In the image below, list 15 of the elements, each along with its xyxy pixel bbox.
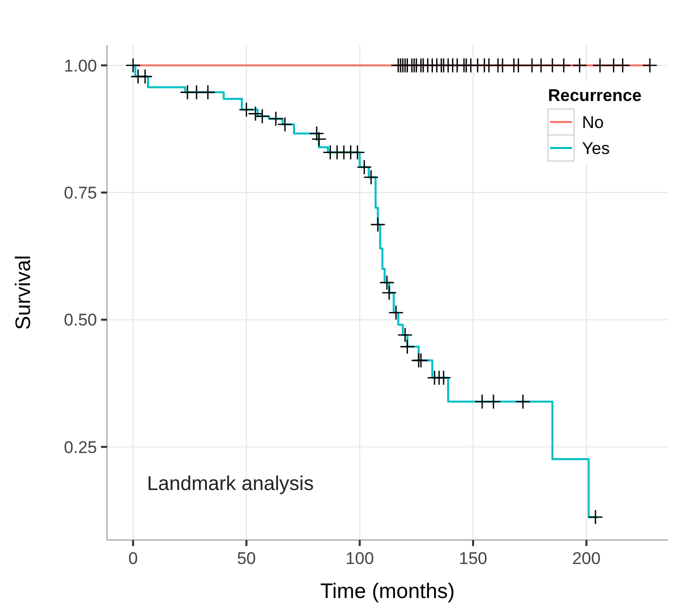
- y-tick-label: 1.00: [64, 56, 97, 76]
- x-axis-title: Time (months): [320, 580, 455, 603]
- y-tick-label: 0.25: [64, 438, 97, 457]
- x-tick-label: 100: [346, 549, 374, 568]
- x-tick-label: 50: [236, 549, 256, 568]
- legend-label: Yes: [582, 138, 610, 158]
- legend-label: No: [582, 112, 604, 132]
- y-tick-label: 0.75: [64, 183, 97, 202]
- annotation: Landmark analysis: [147, 473, 314, 495]
- x-tick-label: 0: [128, 549, 138, 568]
- x-tick-label: 200: [572, 549, 601, 568]
- y-axis-title: Survival: [12, 255, 35, 330]
- x-tick-label: 150: [458, 549, 488, 568]
- y-tick-label: 0.50: [64, 310, 97, 330]
- legend-title: Recurrence: [548, 86, 642, 105]
